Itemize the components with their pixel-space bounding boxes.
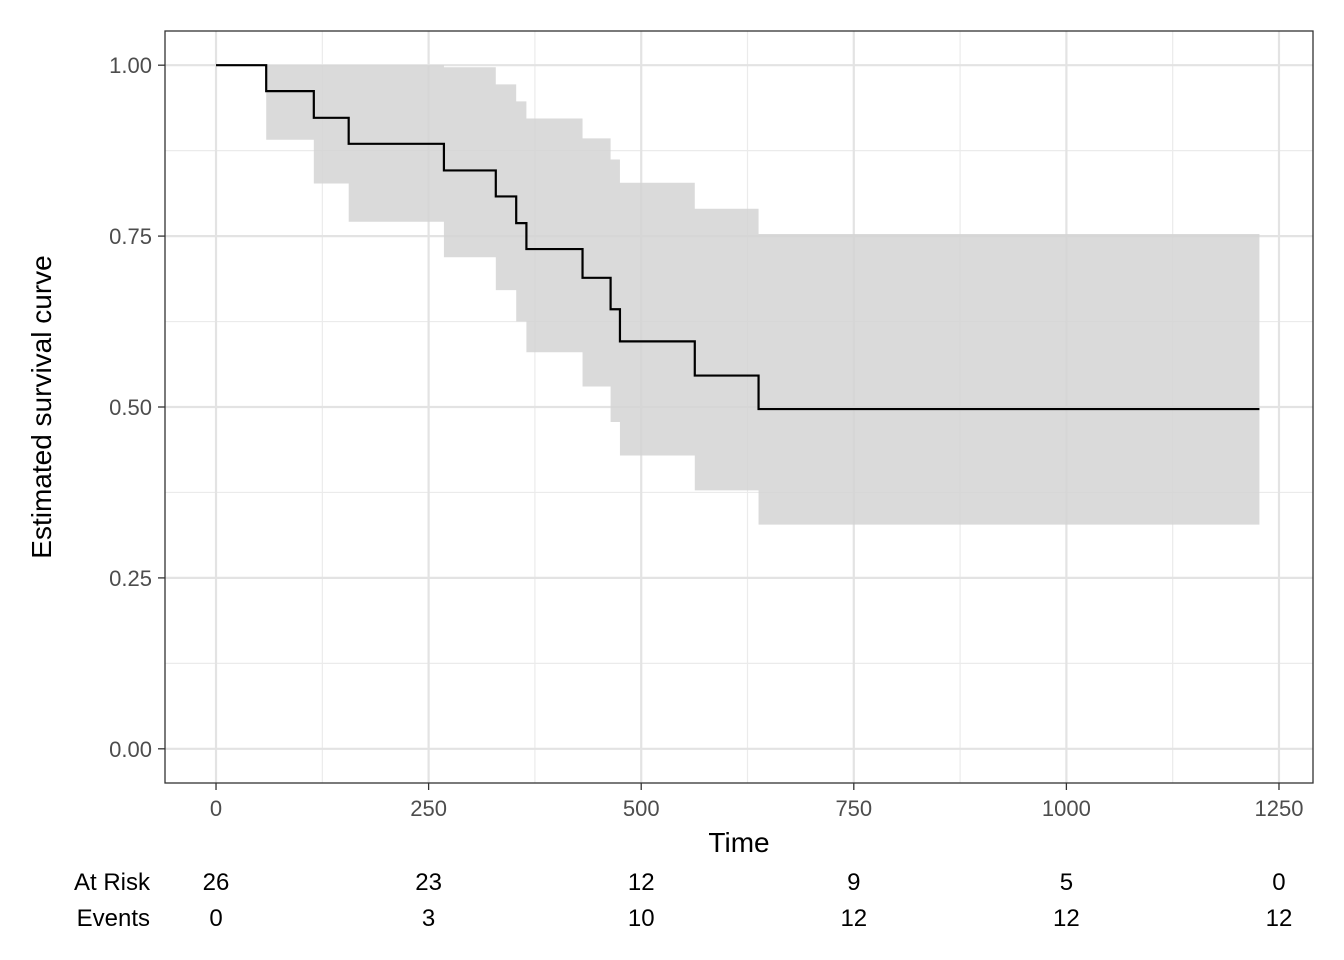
- y-tick-label: 0.00: [109, 737, 152, 762]
- risk-table-cell: 5: [1060, 869, 1073, 896]
- y-tick-label: 0.25: [109, 566, 152, 591]
- x-tick-label: 250: [410, 796, 447, 821]
- x-tick-label: 0: [210, 796, 222, 821]
- risk-table-cell: 12: [840, 905, 867, 932]
- y-axis-title: Estimated survival curve: [26, 255, 57, 558]
- risk-table-cell: 0: [209, 905, 222, 932]
- survival-step-line: [216, 64, 1260, 411]
- y-tick-label: 1.00: [109, 53, 152, 78]
- risk-table-cell: 12: [628, 869, 655, 896]
- risk-table-cell: 3: [422, 905, 435, 932]
- risk-table-cell: 10: [628, 905, 655, 932]
- x-axis-ticks: 0 250 500 750 1000 1250: [210, 783, 1304, 821]
- risk-table-cell: 26: [203, 869, 230, 896]
- risk-table-row-label: Events: [77, 905, 150, 932]
- risk-table-cell: 0: [1272, 869, 1285, 896]
- y-axis-ticks: 0.00 0.25 0.50 0.75 1.00: [109, 53, 165, 762]
- x-tick-label: 750: [835, 796, 872, 821]
- risk-table-cell: 9: [847, 869, 860, 896]
- x-tick-label: 500: [623, 796, 660, 821]
- y-tick-label: 0.50: [109, 395, 152, 420]
- risk-table-cell: 12: [1266, 905, 1293, 932]
- x-axis-title: Time: [708, 827, 769, 858]
- risk-table-cell: 12: [1053, 905, 1080, 932]
- risk-table-cell: 23: [415, 869, 442, 896]
- risk-table-row-label: At Risk: [74, 869, 151, 896]
- x-tick-label: 1000: [1042, 796, 1091, 821]
- y-tick-label: 0.75: [109, 224, 152, 249]
- x-tick-label: 1250: [1255, 796, 1304, 821]
- risk-table: At Risk 26 23 12 9 5 0 Events 0 3 10 12 12 12: [74, 869, 1292, 932]
